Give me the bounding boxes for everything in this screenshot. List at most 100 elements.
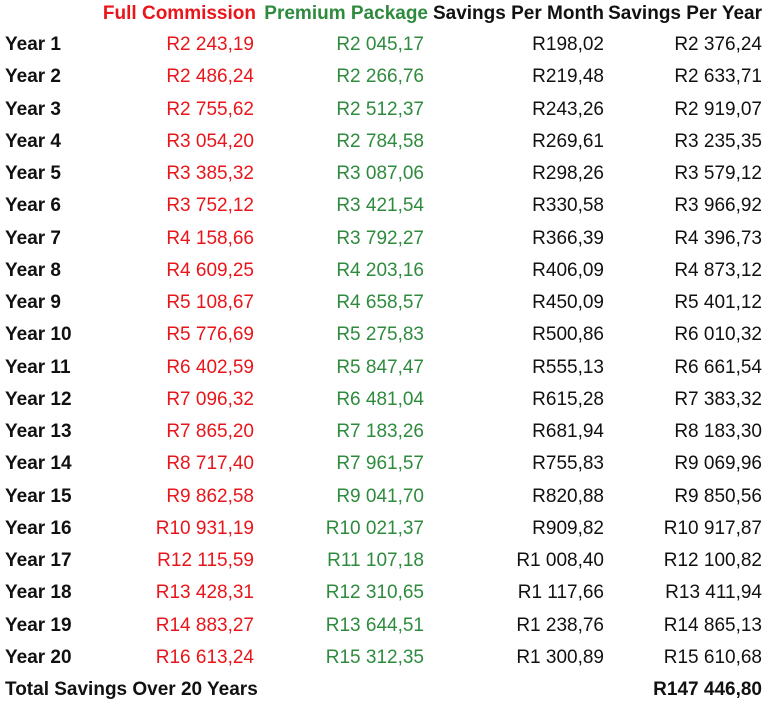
header-savings-per-month: Savings Per Month [432, 3, 604, 24]
table-row: Year 12 R7 096,32 R6 481,04 R615,28 R7 383,3… [0, 384, 768, 416]
savings-per-month-cell: R1 008,40 [516, 550, 604, 571]
year-label: Year 18 [5, 582, 72, 604]
year-label: Year 9 [5, 292, 61, 313]
savings-per-month-cell: R219,48 [532, 66, 604, 88]
savings-per-year-cell: R4 873,12 [674, 259, 762, 281]
savings-per-year-cell: R13 411,94 [665, 582, 762, 604]
savings-per-year-cell: R5 401,12 [674, 292, 762, 313]
table-row: Year 20 R16 613,24 R15 312,35 R1 300,89 R15 … [0, 642, 768, 674]
premium-package-cell: R3 087,06 [336, 163, 424, 184]
full-commission-cell: R2 486,24 [166, 66, 254, 88]
full-commission-cell: R7 865,20 [166, 421, 254, 442]
full-commission-cell: R3 054,20 [166, 130, 254, 152]
full-commission-cell: R12 115,59 [157, 550, 254, 571]
total-value: R147 446,80 [653, 679, 762, 700]
table-row: Year 10 R5 776,69 R5 275,83 R500,86 R6 010,3… [0, 319, 768, 351]
table-row: Year 3 R2 755,62 R2 512,37 R243,26 R2 919,07 [0, 94, 768, 126]
savings-per-year-cell: R3 235,35 [674, 130, 762, 152]
total-label: Total Savings Over 20 Years [5, 679, 258, 700]
savings-per-month-cell: R615,28 [532, 388, 604, 410]
premium-package-cell: R5 275,83 [336, 324, 424, 346]
year-label: Year 2 [5, 66, 61, 88]
table-row: Year 9 R5 108,67 R4 658,57 R450,09 R5 401,12 [0, 287, 768, 319]
premium-package-cell: R10 021,37 [325, 517, 424, 539]
savings-per-month-cell: R555,13 [532, 356, 604, 378]
year-label: Year 20 [5, 646, 72, 668]
year-label: Year 11 [5, 356, 71, 378]
year-label: Year 4 [5, 130, 61, 152]
savings-per-year-cell: R9 069,96 [674, 453, 762, 475]
header-premium-package: Premium Package [264, 3, 428, 24]
savings-per-year-cell: R10 917,87 [663, 517, 762, 539]
premium-package-cell: R13 644,51 [325, 614, 424, 636]
savings-per-month-cell: R298,26 [532, 163, 604, 184]
premium-package-cell: R3 421,54 [336, 195, 424, 217]
header-savings-per-year: Savings Per Year [608, 3, 762, 24]
table-row: Year 2 R2 486,24 R2 266,76 R219,48 R2 633,71 [0, 61, 768, 93]
savings-per-month-cell: R450,09 [532, 292, 604, 313]
year-label: Year 5 [5, 163, 61, 184]
year-label: Year 1 [5, 34, 61, 55]
full-commission-cell: R16 613,24 [155, 646, 254, 668]
year-label: Year 16 [5, 517, 72, 539]
full-commission-cell: R5 108,67 [166, 292, 254, 313]
full-commission-cell: R2 755,62 [166, 98, 254, 120]
savings-per-year-cell: R2 633,71 [674, 66, 762, 88]
savings-per-year-cell: R9 850,56 [674, 485, 762, 507]
table-row: Year 18 R13 428,31 R12 310,65 R1 117,66 R13 … [0, 577, 768, 609]
table-row: Year 11 R6 402,59 R5 847,47 R555,13 R6 661,5… [0, 352, 768, 384]
table-row: Year 6 R3 752,12 R3 421,54 R330,58 R3 966,92 [0, 190, 768, 222]
full-commission-cell: R3 752,12 [166, 195, 254, 217]
premium-package-cell: R2 045,17 [336, 34, 424, 55]
table-row: Year 19 R14 883,27 R13 644,51 R1 238,76 R14 … [0, 610, 768, 642]
savings-per-month-cell: R500,86 [532, 324, 604, 346]
year-label: Year 13 [5, 421, 72, 442]
full-commission-cell: R5 776,69 [166, 324, 254, 346]
table-row: Year 1 R2 243,19 R2 045,17 R198,02 R2 376,24 [0, 29, 768, 61]
premium-package-cell: R11 107,18 [327, 550, 424, 571]
savings-per-month-cell: R269,61 [532, 130, 604, 152]
savings-per-month-cell: R909,82 [532, 517, 604, 539]
premium-package-cell: R9 041,70 [336, 485, 424, 507]
full-commission-cell: R4 158,66 [166, 227, 254, 249]
year-label: Year 3 [5, 98, 61, 120]
year-label: Year 12 [5, 388, 72, 410]
savings-per-month-cell: R1 300,89 [516, 646, 604, 668]
year-label: Year 8 [5, 259, 61, 281]
year-label: Year 15 [5, 485, 72, 507]
premium-package-cell: R2 512,37 [336, 98, 424, 120]
table-row: Year 13 R7 865,20 R7 183,26 R681,94 R8 183,3… [0, 416, 768, 448]
savings-per-year-cell: R14 865,13 [663, 614, 762, 636]
savings-per-month-cell: R1 117,66 [517, 582, 604, 604]
full-commission-cell: R10 931,19 [155, 517, 254, 539]
savings-per-month-cell: R198,02 [532, 34, 604, 55]
full-commission-cell: R13 428,31 [155, 582, 254, 604]
full-commission-cell: R8 717,40 [166, 453, 254, 475]
savings-per-year-cell: R3 966,92 [674, 195, 762, 217]
savings-per-month-cell: R330,58 [532, 195, 604, 217]
year-label: Year 6 [5, 195, 61, 217]
premium-package-cell: R5 847,47 [336, 356, 424, 378]
savings-per-month-cell: R1 238,76 [516, 614, 604, 636]
header-row: Full Commission Premium Package Savings … [0, 0, 768, 30]
full-commission-cell: R14 883,27 [155, 614, 254, 636]
savings-per-year-cell: R7 383,32 [674, 388, 762, 410]
full-commission-cell: R2 243,19 [166, 34, 254, 55]
premium-package-cell: R6 481,04 [336, 388, 424, 410]
savings-per-month-cell: R820,88 [532, 485, 604, 507]
savings-per-year-cell: R12 100,82 [663, 550, 762, 571]
savings-per-year-cell: R6 661,54 [674, 356, 762, 378]
savings-per-month-cell: R243,26 [532, 98, 604, 120]
savings-per-year-cell: R2 376,24 [674, 34, 762, 55]
premium-package-cell: R4 658,57 [336, 292, 424, 313]
full-commission-cell: R4 609,25 [166, 259, 254, 281]
savings-per-year-cell: R3 579,12 [674, 163, 762, 184]
savings-per-year-cell: R15 610,68 [663, 646, 762, 668]
table-row: Year 4 R3 054,20 R2 784,58 R269,61 R3 235,35 [0, 126, 768, 158]
table-row: Year 15 R9 862,58 R9 041,70 R820,88 R9 850,5… [0, 481, 768, 513]
year-label: Year 17 [5, 550, 72, 571]
full-commission-cell: R6 402,59 [166, 356, 254, 378]
savings-per-month-cell: R681,94 [532, 421, 604, 442]
savings-per-month-cell: R406,09 [532, 259, 604, 281]
